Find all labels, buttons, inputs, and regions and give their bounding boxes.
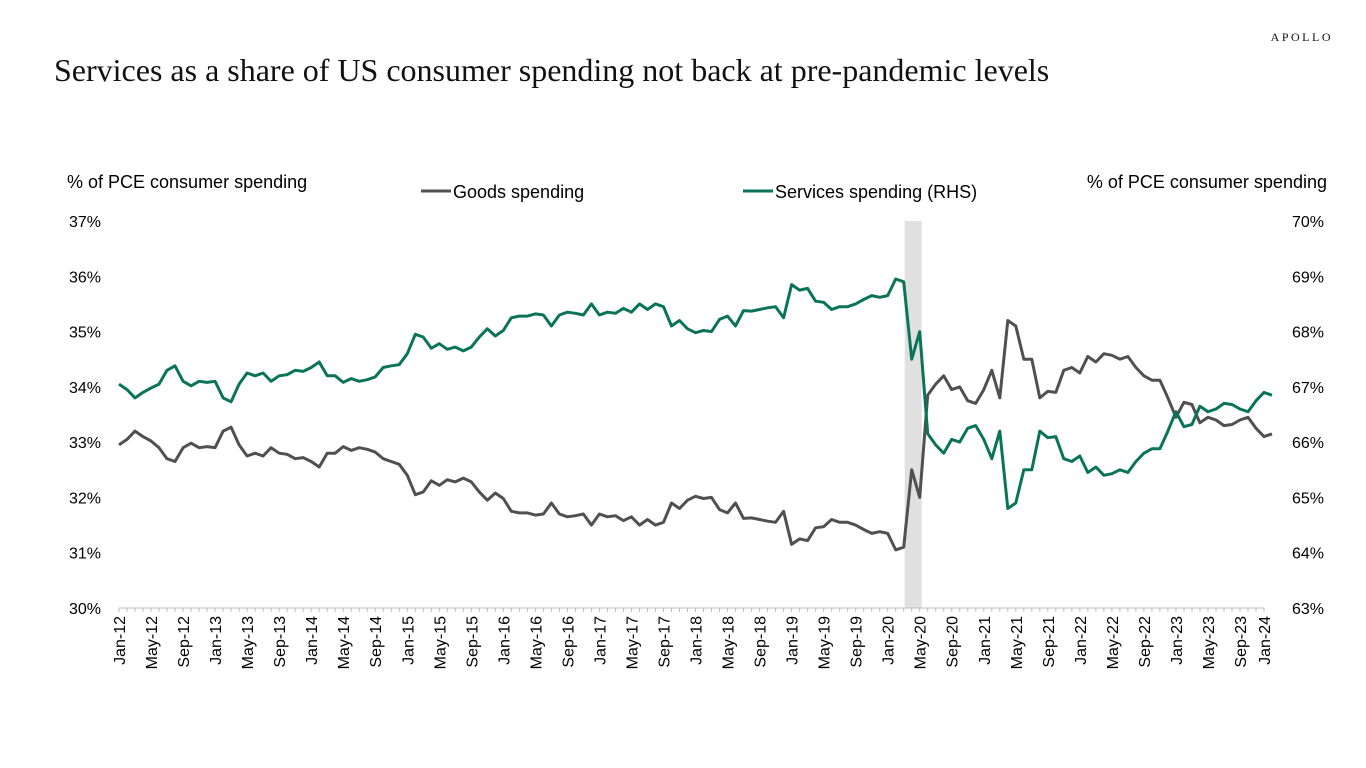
shade-layer bbox=[904, 221, 922, 608]
x-tick-label: May-18 bbox=[721, 616, 738, 669]
x-tick-label: May-21 bbox=[1009, 616, 1026, 669]
x-tick-label: Jan-12 bbox=[112, 616, 129, 665]
x-tick-label: Sep-14 bbox=[368, 616, 385, 668]
x-tick-label: Jan-16 bbox=[496, 616, 513, 665]
chart-title: Services as a share of US consumer spend… bbox=[54, 52, 1050, 88]
goods-spending-line bbox=[118, 319, 1273, 552]
legend-services-label: Services spending (RHS) bbox=[775, 182, 977, 202]
x-tick-label: Sep-16 bbox=[560, 616, 577, 668]
x-tick-label: May-22 bbox=[1105, 616, 1122, 669]
right-axis-title: % of PCE consumer spending bbox=[1087, 172, 1327, 192]
services-spending-line bbox=[118, 277, 1273, 510]
x-tick-label: May-13 bbox=[240, 616, 257, 669]
legend: Goods spending Services spending (RHS) bbox=[421, 182, 977, 202]
x-tick-label: May-15 bbox=[432, 616, 449, 669]
x-tick-label: Jan-23 bbox=[1169, 616, 1186, 665]
left-axis-title: % of PCE consumer spending bbox=[67, 172, 307, 192]
x-tick-label: May-14 bbox=[336, 616, 353, 669]
y-right-tick-label: 66% bbox=[1292, 435, 1324, 452]
y-right-tick-label: 67% bbox=[1292, 380, 1324, 397]
y-left-tick-label: 34% bbox=[69, 380, 101, 397]
x-tick-label: Jan-15 bbox=[400, 616, 417, 665]
x-tick-label: May-19 bbox=[817, 616, 834, 669]
y-left-tick-label: 30% bbox=[69, 601, 101, 618]
x-tick-label: Jan-18 bbox=[689, 616, 706, 665]
x-tick-label: Jan-17 bbox=[592, 616, 609, 665]
y-left-tick-label: 37% bbox=[69, 214, 101, 231]
y-right-tick-label: 64% bbox=[1292, 546, 1324, 563]
x-tick-label: May-20 bbox=[913, 616, 930, 669]
y-left-tick-label: 31% bbox=[69, 546, 101, 563]
y-right-tick-label: 65% bbox=[1292, 490, 1324, 507]
recession-shading bbox=[904, 221, 922, 608]
x-tick-label: Jan-14 bbox=[304, 616, 321, 665]
y-right-tick-label: 69% bbox=[1292, 269, 1324, 286]
y-left-tick-label: 36% bbox=[69, 269, 101, 286]
x-tick-label: Sep-17 bbox=[656, 616, 673, 668]
x-tick-label: Sep-19 bbox=[849, 616, 866, 668]
x-tick-label: Sep-23 bbox=[1233, 616, 1250, 668]
x-tick-label: May-16 bbox=[528, 616, 545, 669]
x-tick-label: Jan-20 bbox=[881, 616, 898, 665]
legend-goods-label: Goods spending bbox=[453, 182, 584, 202]
x-tick-label: Sep-13 bbox=[272, 616, 289, 668]
x-tick-label: Jan-13 bbox=[208, 616, 225, 665]
x-tick-label: May-23 bbox=[1201, 616, 1218, 669]
y-right-tick-label: 63% bbox=[1292, 601, 1324, 618]
y-left-tick-label: 35% bbox=[69, 325, 101, 342]
x-tick-label: Jan-22 bbox=[1073, 616, 1090, 665]
y-right-tick-label: 68% bbox=[1292, 325, 1324, 342]
x-tick-label: Sep-21 bbox=[1041, 616, 1058, 668]
x-tick-label: Sep-20 bbox=[945, 616, 962, 668]
x-tick-label: Jan-19 bbox=[785, 616, 802, 665]
y-right-tick-label: 70% bbox=[1292, 214, 1324, 231]
series-layer bbox=[118, 277, 1273, 552]
x-tick-label: Sep-12 bbox=[176, 616, 193, 668]
y-left-tick-label: 32% bbox=[69, 490, 101, 507]
x-tick-label: Sep-22 bbox=[1137, 616, 1154, 668]
axis-layer: 30% 31% 32% 33% 34% 35% 36% 37% 63% 64% 65% 66% 67% 6… bbox=[69, 214, 1324, 669]
x-tick-label: Sep-15 bbox=[464, 616, 481, 668]
x-tick-label: Jan-24 bbox=[1257, 616, 1274, 665]
x-tick-label: Sep-18 bbox=[753, 616, 770, 668]
y-left-tick-label: 33% bbox=[69, 435, 101, 452]
x-tick-label: May-12 bbox=[144, 616, 161, 669]
x-tick-label: Jan-21 bbox=[977, 616, 994, 665]
brand-logo: APOLLO bbox=[1270, 30, 1333, 44]
x-tick-label: May-17 bbox=[624, 616, 641, 669]
